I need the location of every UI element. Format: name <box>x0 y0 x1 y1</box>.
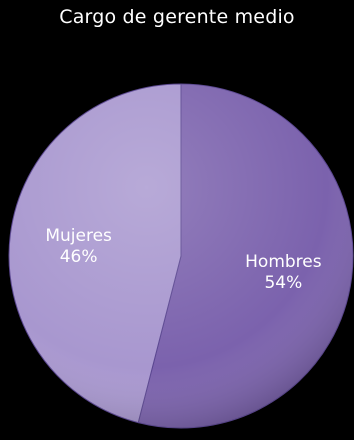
slice-value-mujeres: 46% <box>60 247 98 267</box>
slice-label-hombres: Hombres <box>245 252 322 272</box>
chart-title: Cargo de gerente medio <box>59 6 295 28</box>
slice-value-hombres: 54% <box>264 273 302 293</box>
slice-label-mujeres: Mujeres <box>45 226 112 246</box>
